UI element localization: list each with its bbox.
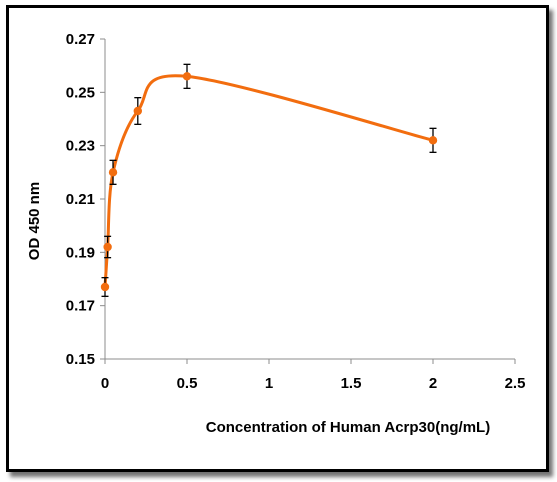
y-axis-title: OD 450 nm <box>26 182 43 260</box>
data-point <box>182 72 192 81</box>
y-tick-label: 0.21 <box>66 191 95 208</box>
y-tick-label: 0.27 <box>66 31 95 48</box>
x-tick-label: 2 <box>429 375 437 392</box>
data-points <box>100 72 438 292</box>
fitted-curve <box>103 74 434 288</box>
y-tick-label: 0.25 <box>66 84 95 101</box>
y-tick-label: 0.15 <box>66 351 95 368</box>
data-point <box>428 136 438 145</box>
data-point <box>108 168 118 177</box>
data-point <box>133 106 142 116</box>
x-tick-label: 2.5 <box>505 375 526 392</box>
y-tick-label: 0.17 <box>66 298 95 315</box>
x-tick-label: 1.5 <box>341 375 362 392</box>
x-tick-label: 0.5 <box>177 375 198 392</box>
error-bars <box>101 63 437 297</box>
chart-frame <box>6 5 549 472</box>
x-axis-title: Concentration of Human Acrp30(ng/mL) <box>206 419 490 436</box>
data-point <box>103 242 112 252</box>
data-point <box>100 282 110 292</box>
axes <box>104 39 515 360</box>
x-tick-label: 0 <box>101 375 109 392</box>
x-tick-label: 1 <box>265 375 273 392</box>
y-tick-label: 0.23 <box>66 138 95 155</box>
y-ticks: 0.15 0.17 0.19 0.21 0.23 0.25 0.27 <box>66 31 105 368</box>
x-ticks: 0 0.5 1 1.5 2 2.5 <box>101 359 526 392</box>
y-tick-label: 0.19 <box>66 244 95 261</box>
